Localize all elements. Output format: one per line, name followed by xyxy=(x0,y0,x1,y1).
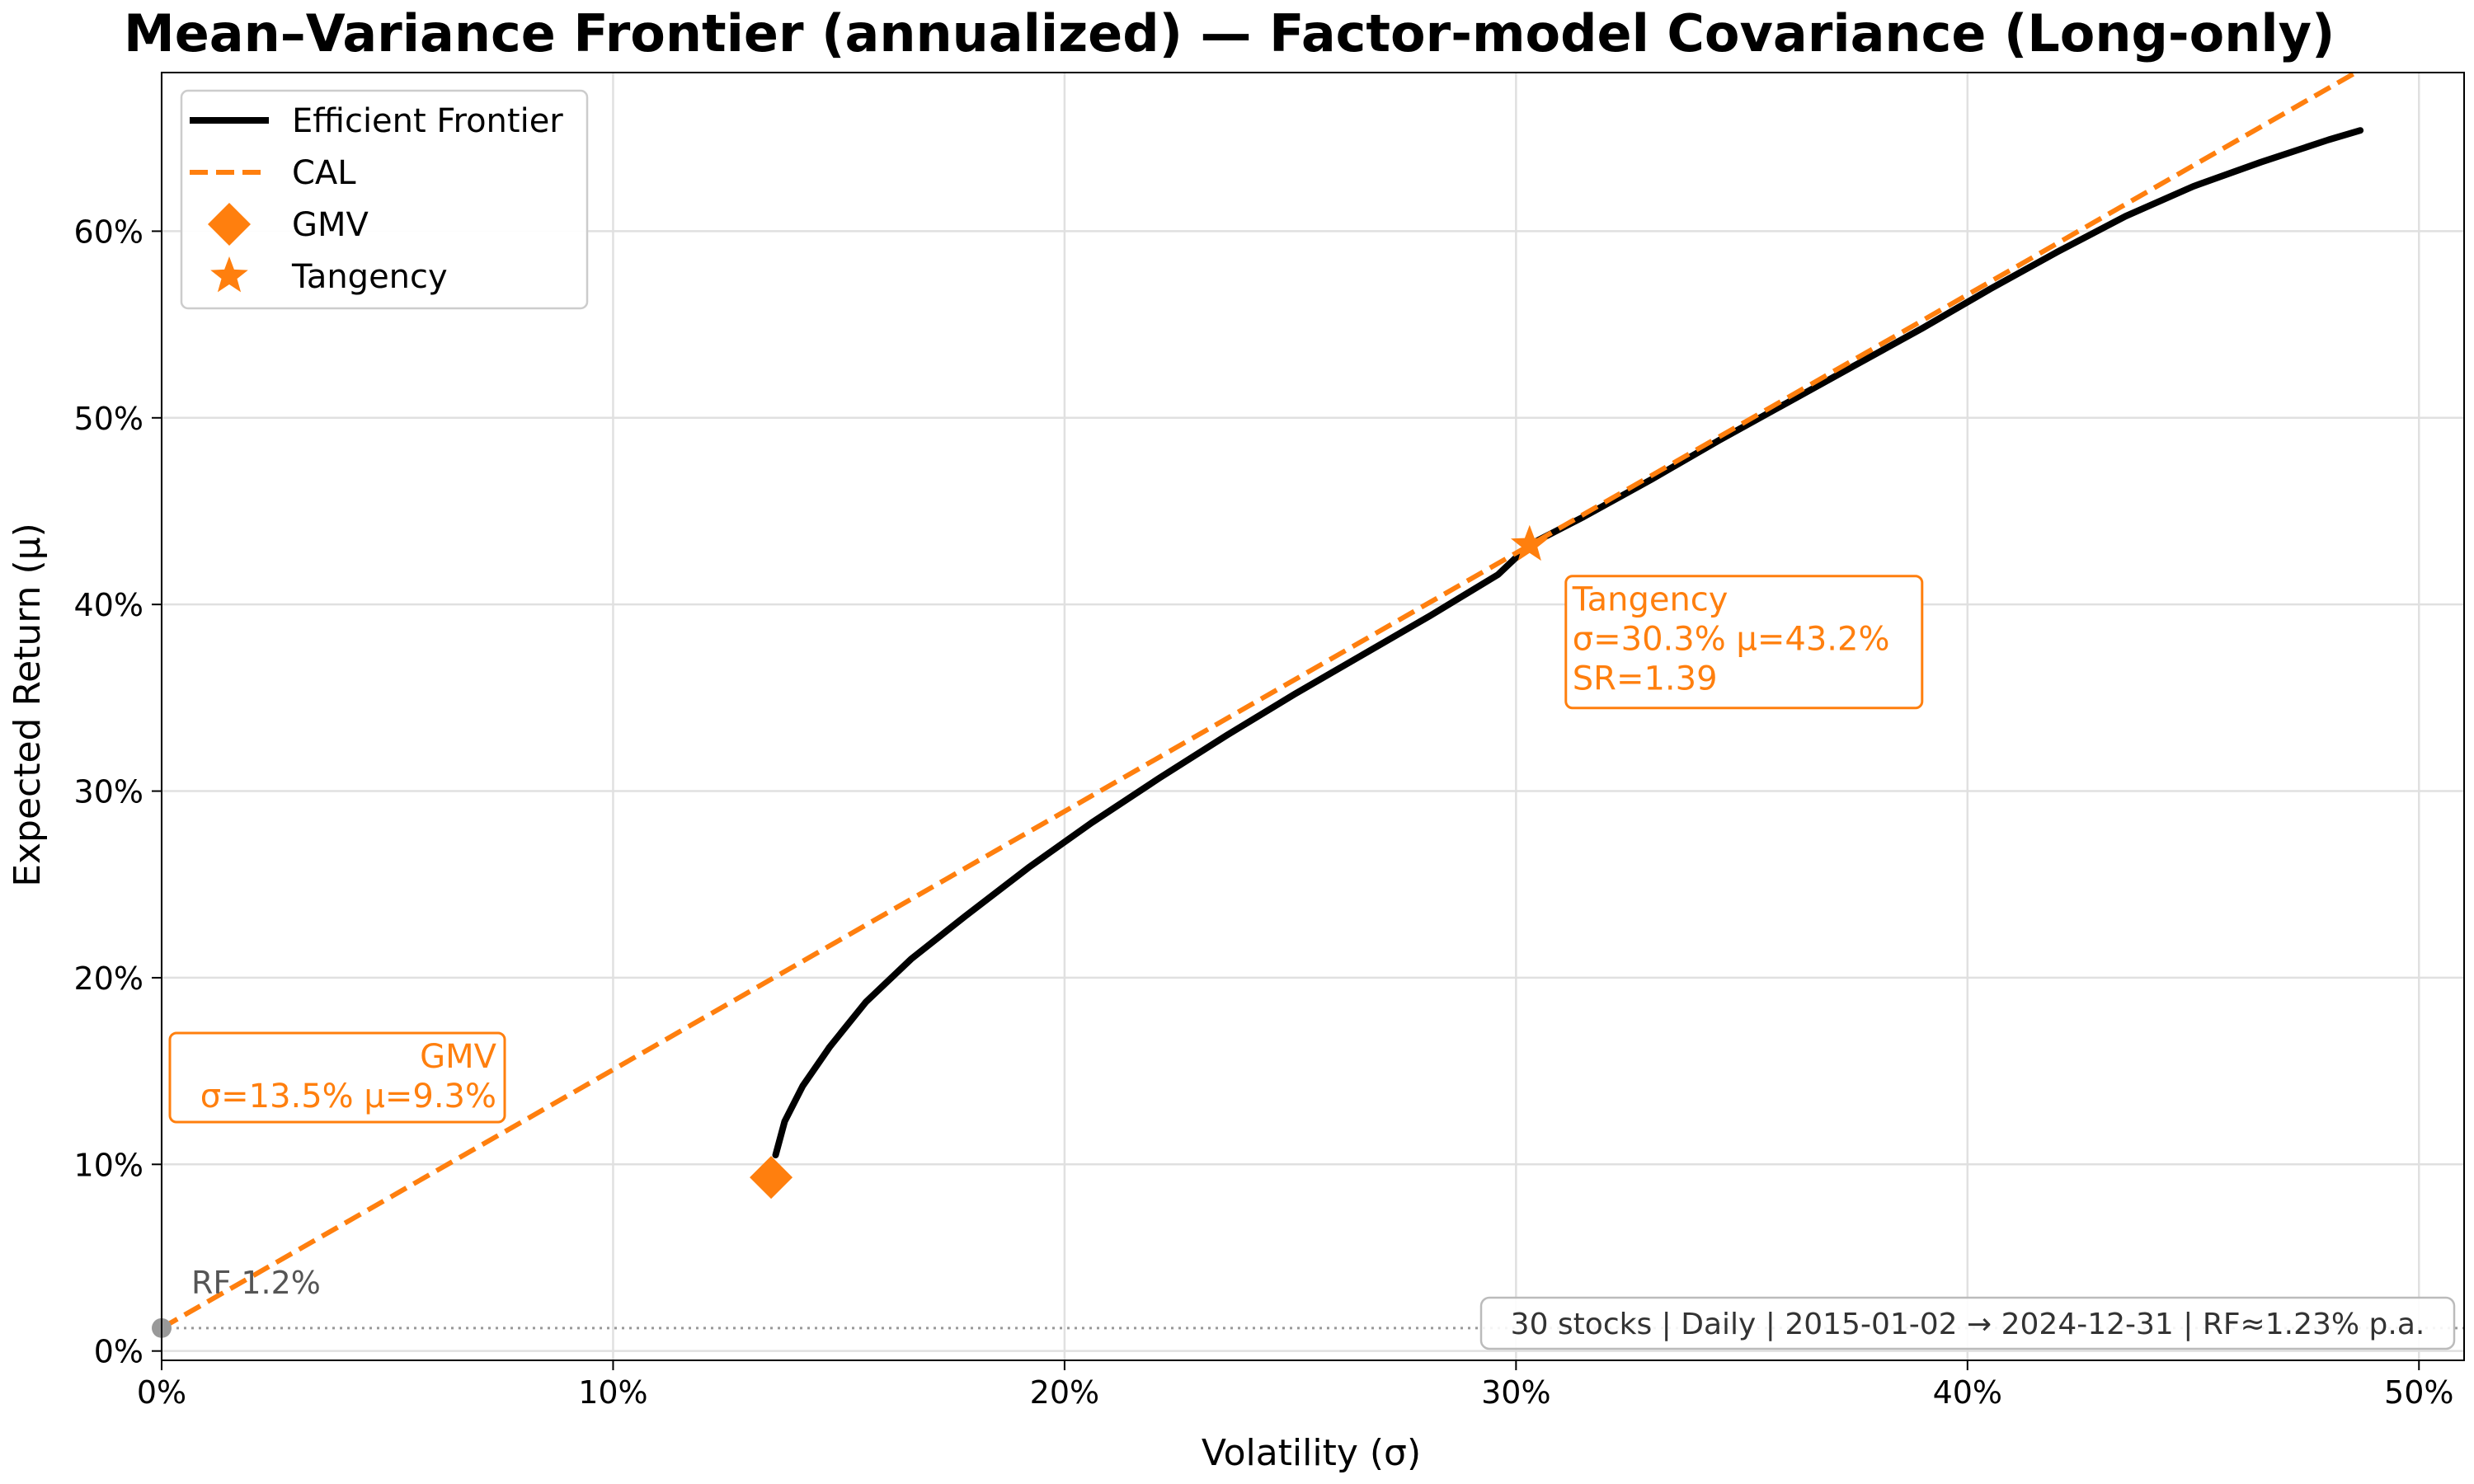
legend-label: CAL xyxy=(292,154,356,192)
legend: Efficient Frontier CAL GMV Tangency xyxy=(180,89,589,310)
legend-box xyxy=(180,89,589,310)
y-axis-label: Expected Return (μ) xyxy=(7,523,49,887)
tangency-annotation-line: σ=30.3% μ=43.2% xyxy=(1573,621,1890,659)
y-tick-label: 0% xyxy=(94,1334,143,1370)
legend-gmv-swatch xyxy=(208,203,251,246)
x-tick-label: 20% xyxy=(1030,1374,1099,1411)
legend-label: Efficient Frontier xyxy=(292,102,563,140)
tangency-annotation-line: SR=1.39 xyxy=(1573,660,1718,698)
tangency-annotation-line: Tangency xyxy=(1572,581,1729,619)
risk-free-label: RF 1.2% xyxy=(191,1265,321,1301)
x-tick-label: 30% xyxy=(1481,1374,1550,1411)
footnote-text: 30 stocks | Daily | 2015-01-02 → 2024-12… xyxy=(1511,1308,2425,1341)
legend-tangency-swatch xyxy=(210,256,248,293)
y-tick-label: 50% xyxy=(74,401,143,437)
x-tick-label: 0% xyxy=(137,1374,186,1411)
gmv-marker xyxy=(750,1156,793,1200)
y-tick-label: 60% xyxy=(74,214,143,250)
plot-frame xyxy=(161,72,2465,1361)
x-tick-label: 50% xyxy=(2384,1374,2453,1411)
gmv-annotation-box xyxy=(168,1031,506,1124)
tangency-annotation-box xyxy=(1564,575,1924,710)
footnote-box xyxy=(1479,1296,2456,1350)
tangency-marker xyxy=(1511,524,1549,561)
axis-ticks: 0% 10% 20% 30% 40% 50% 0% 10% 20% 30% 40% 50% 60% xyxy=(74,214,2454,1411)
legend-label: Tangency xyxy=(291,258,448,296)
x-tick-label: 10% xyxy=(578,1374,647,1411)
y-tick-label: 20% xyxy=(74,960,143,997)
plot-series xyxy=(162,73,2364,1331)
x-axis-label: Volatility (σ) xyxy=(1202,1432,1421,1474)
efficient-frontier-line xyxy=(772,127,2364,1158)
chart-title: Mean–Variance Frontier (annualized) — Fa… xyxy=(124,3,2335,63)
y-tick-label: 40% xyxy=(74,587,143,623)
x-tick-label: 40% xyxy=(1933,1374,2002,1411)
y-tick-label: 10% xyxy=(74,1147,143,1183)
y-tick-label: 30% xyxy=(74,774,143,810)
gmv-annotation-line: σ=13.5% μ=9.3% xyxy=(200,1078,496,1115)
gmv-annotation-line: GMV xyxy=(420,1038,497,1076)
grid xyxy=(160,73,2464,1360)
legend-label: GMV xyxy=(292,206,369,244)
